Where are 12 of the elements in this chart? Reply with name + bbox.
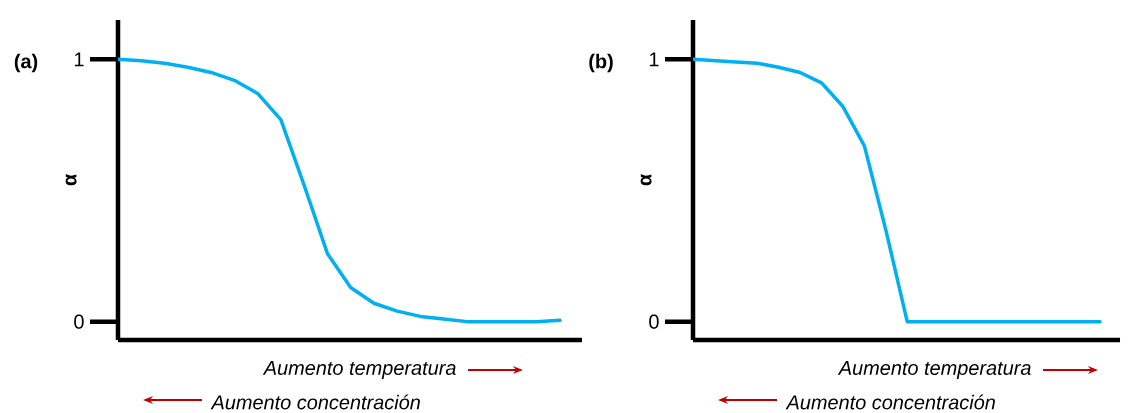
y-tick-label: 1 xyxy=(649,52,659,67)
y-tick-label: 0 xyxy=(649,314,659,329)
text: Aumento concentración xyxy=(785,394,995,410)
text: Aumento temperatura xyxy=(837,361,1031,380)
y-tick-label: 1 xyxy=(74,52,84,67)
y-axis-title: α xyxy=(65,174,77,186)
text: (a) xyxy=(14,53,38,73)
y-tick-label: 0 xyxy=(74,314,84,329)
text: Aumento concentración xyxy=(210,394,420,410)
text: (b) xyxy=(589,53,613,73)
y-axis-title: α xyxy=(640,174,652,186)
text: Aumento temperatura xyxy=(262,361,456,380)
